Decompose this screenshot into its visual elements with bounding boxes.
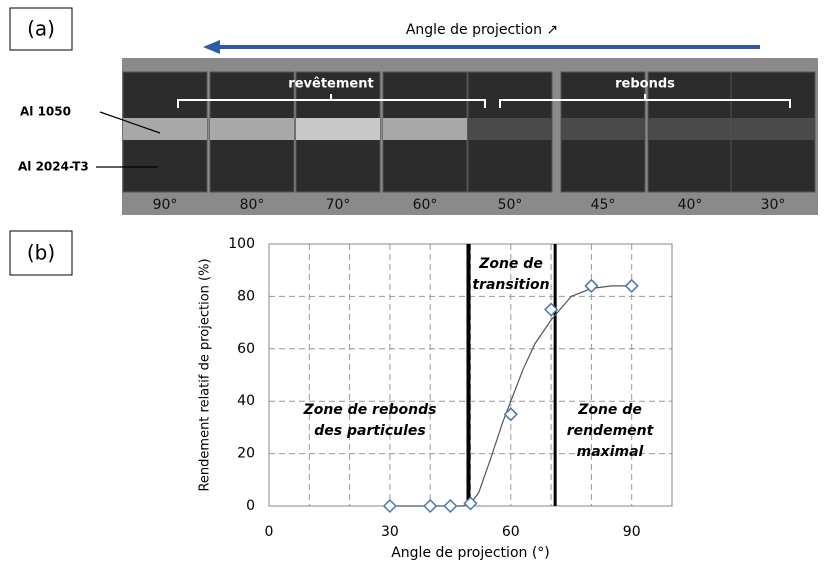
angle-label: 45°	[591, 197, 616, 213]
y-tick-label: 20	[237, 446, 255, 462]
panel-label: (b)	[27, 241, 55, 265]
zone-annotation: maximal	[577, 444, 644, 460]
sample-band	[648, 118, 732, 140]
panel-label: (a)	[27, 17, 55, 41]
y-tick-label: 100	[228, 236, 255, 252]
material-label: Al 1050	[20, 105, 71, 119]
data-point	[544, 302, 559, 317]
sample-band	[210, 118, 294, 140]
angle-label: 40°	[678, 197, 703, 213]
bracket	[499, 94, 791, 108]
y-tick-label: 0	[246, 498, 255, 514]
zone-annotation: transition	[472, 277, 549, 293]
y-tick-label: 80	[237, 288, 255, 304]
pointer	[99, 111, 161, 134]
angle-label: 30°	[761, 197, 786, 213]
direction-label: Angle de projection ↗	[406, 22, 558, 38]
y-axis-label: Rendement relatif de projection (%)	[198, 258, 213, 491]
bracket	[177, 94, 486, 108]
group-label: revêtement	[288, 77, 373, 92]
angle-label: 70°	[326, 197, 351, 213]
angle-label: 60°	[413, 197, 438, 213]
data-point	[624, 278, 639, 293]
arrow-head	[203, 40, 220, 54]
data-point	[584, 278, 599, 293]
angle-label: 50°	[498, 197, 523, 213]
zone-annotation: rendement	[567, 423, 655, 439]
group-label: rebonds	[615, 77, 675, 92]
sample-band	[468, 118, 552, 140]
data-point	[423, 498, 438, 514]
angle-label: 90°	[153, 197, 178, 213]
zone-annotation: Zone de	[577, 402, 642, 418]
x-axis-label: Angle de projection (°)	[391, 545, 550, 561]
zone-annotation: Zone de rebonds	[303, 402, 437, 418]
y-tick-label: 60	[237, 341, 255, 357]
x-tick-label: 30	[381, 524, 399, 540]
y-tick-label: 40	[237, 393, 255, 409]
x-tick-label: 60	[502, 524, 520, 540]
angle-label: 80°	[240, 197, 265, 213]
data-point	[503, 407, 518, 422]
label-box	[9, 230, 73, 276]
sample-band	[731, 118, 815, 140]
material-label: Al 2024-T3	[18, 160, 89, 174]
data-point	[463, 496, 478, 511]
data-point	[443, 498, 458, 514]
x-tick-label: 0	[265, 524, 274, 540]
label-box	[9, 7, 73, 51]
sample-band	[123, 118, 207, 140]
zone-annotation: des particules	[314, 423, 425, 439]
x-tick-label: 90	[623, 524, 641, 540]
sample-band	[383, 118, 467, 140]
sample-band	[296, 118, 380, 140]
zone-annotation: Zone de	[478, 256, 543, 272]
data-point	[382, 498, 397, 514]
sample-band	[561, 118, 645, 140]
